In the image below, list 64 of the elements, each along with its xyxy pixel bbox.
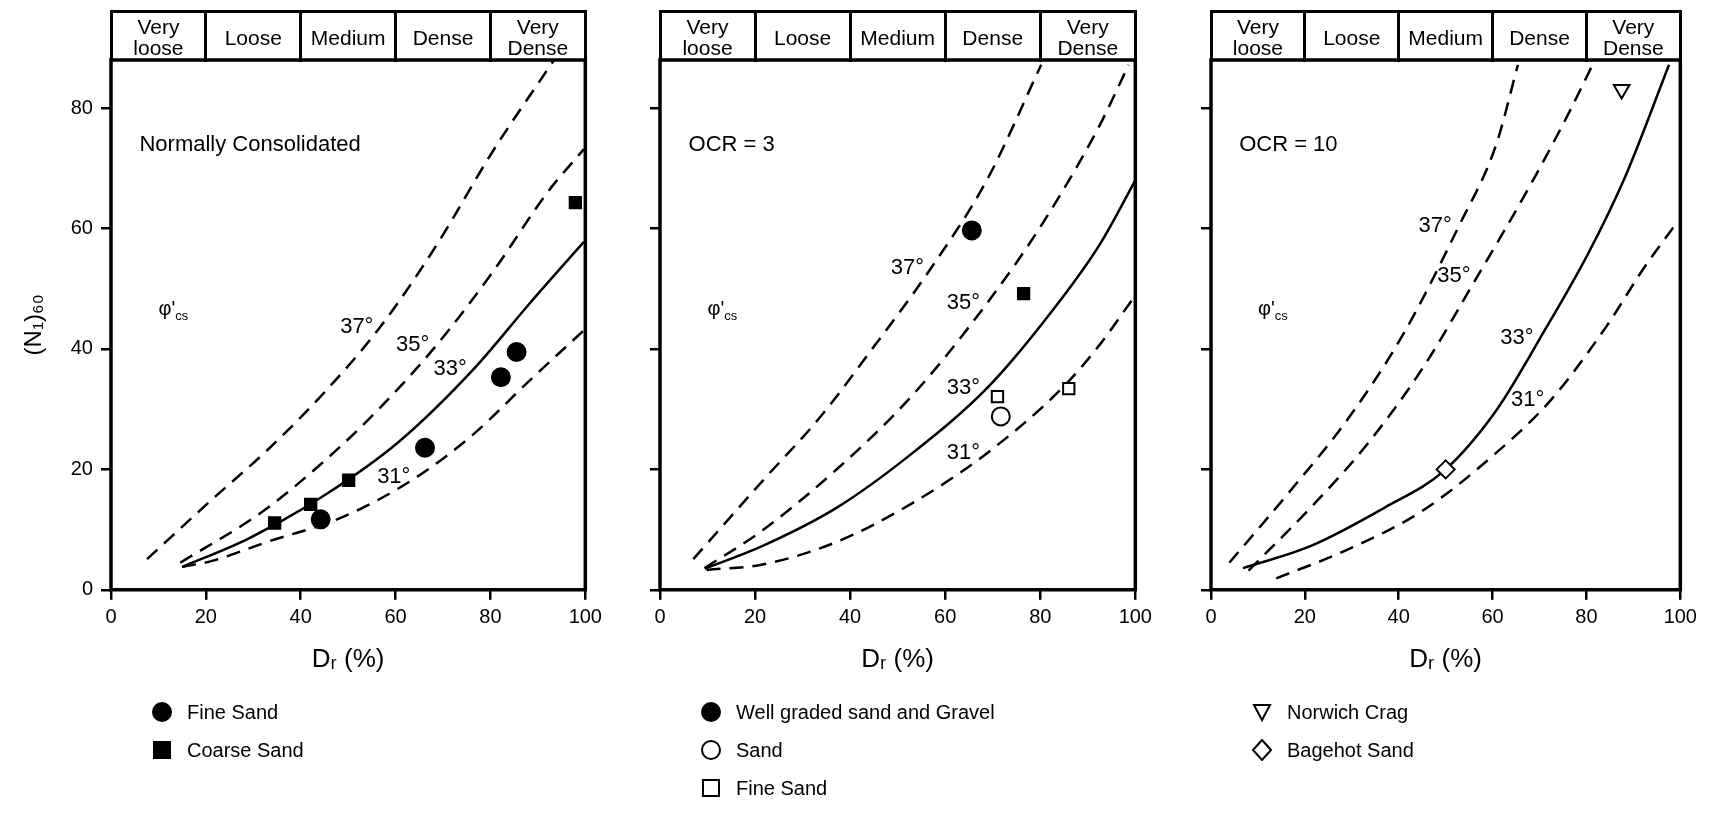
x-tick-label: 100 <box>1663 605 1697 628</box>
legend-label: Coarse Sand <box>187 738 304 762</box>
legend-label: Sand <box>736 738 783 762</box>
x-tick-label: 40 <box>839 605 862 628</box>
text: Very Dense <box>1587 15 1679 60</box>
x-tick-label: 20 <box>194 605 217 628</box>
annotation: OCR = 10 <box>1239 130 1338 156</box>
series-label: 33° <box>1500 323 1534 349</box>
text: Medium <box>310 25 386 49</box>
text: Loose <box>773 25 832 49</box>
text: Loose <box>1323 25 1381 49</box>
x-tick-label: 80 <box>479 605 502 628</box>
series-label: 31° <box>1510 385 1545 411</box>
x-tick-label: 0 <box>1205 605 1217 628</box>
series-label: 31° <box>377 462 411 488</box>
text: Very loose <box>681 15 734 60</box>
text: Medium <box>860 25 935 49</box>
text: Dense <box>412 25 474 49</box>
x-tick-label: 40 <box>289 605 312 628</box>
annotation: OCR = 3 <box>688 130 775 156</box>
series-label: 33° <box>946 374 981 400</box>
y-tick-label: 80 <box>70 95 93 118</box>
x-tick-label: 40 <box>1387 605 1410 628</box>
series-label: 33° <box>433 354 467 380</box>
y-tick-label: 0 <box>81 577 93 600</box>
x-tick-label: 0 <box>105 605 117 628</box>
legend-label: Norwich Crag <box>1287 700 1409 724</box>
x-tick-label: 0 <box>654 605 666 628</box>
annotation: Normally Consolidated <box>139 130 361 156</box>
series-label: 35° <box>396 331 430 357</box>
x-axis-title: Dᵣ (%) <box>1409 642 1482 673</box>
x-tick-label: 80 <box>1575 605 1598 628</box>
legend-label: Well graded sand and Gravel <box>736 700 995 724</box>
y-tick-label: 60 <box>70 216 93 239</box>
text: Very Dense <box>491 15 584 60</box>
series-label: 35° <box>946 289 981 315</box>
text: Medium <box>1408 25 1483 49</box>
series-label: 35° <box>1437 262 1471 288</box>
y-tick-label: 20 <box>70 456 93 479</box>
text: Very loose <box>132 15 185 60</box>
text: Very Dense <box>1041 15 1134 60</box>
text: Dense <box>1509 25 1570 49</box>
x-tick-label: 20 <box>1293 605 1316 628</box>
x-tick-label: 80 <box>1029 605 1052 628</box>
x-tick-label: 60 <box>1481 605 1504 628</box>
legend-label: Bagehot Sand <box>1287 738 1414 762</box>
series-label: 37° <box>890 254 924 280</box>
text: Very loose <box>1231 15 1285 60</box>
x-axis-title: Dᵣ (%) <box>311 642 385 673</box>
text: Loose <box>224 25 282 49</box>
y-tick-label: 40 <box>70 336 93 359</box>
x-axis-title: Dᵣ (%) <box>861 642 934 673</box>
series-label: 37° <box>340 312 374 338</box>
x-tick-label: 20 <box>743 605 767 628</box>
y-axis-title: (N₁)₆₀ <box>19 294 47 356</box>
text: Dense <box>962 25 1024 49</box>
x-tick-label: 100 <box>1118 605 1152 628</box>
series-label: 31° <box>946 439 981 465</box>
series-label: 37° <box>1418 212 1452 238</box>
x-tick-label: 100 <box>568 605 602 628</box>
x-tick-label: 60 <box>384 605 407 628</box>
x-tick-label: 60 <box>934 605 957 628</box>
legend-label: Fine Sand <box>736 776 828 800</box>
legend-label: Fine Sand <box>187 700 279 724</box>
